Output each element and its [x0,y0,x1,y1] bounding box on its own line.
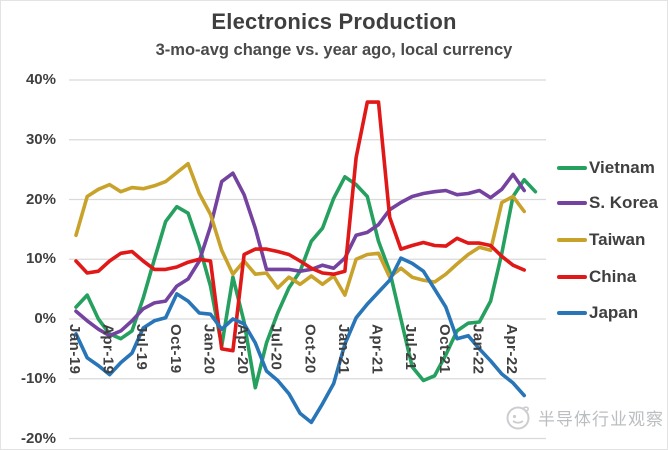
legend-item-japan: Japan [557,303,638,323]
legend-label: Japan [589,303,639,322]
x-tick-label: Jan-19 [66,324,83,375]
legend-label: China [589,267,637,286]
legend-label: Vietnam [589,158,655,177]
legend-swatch [557,275,587,279]
y-tick-label: 0% [34,310,56,327]
x-tick-label: Oct-19 [166,324,184,374]
chart-subtitle: 3-mo-avg change vs. year ago, local curr… [155,41,513,59]
x-tick-label: Jan-21 [334,324,352,375]
y-tick-label: 30% [25,130,56,148]
y-tick-label: 20% [25,190,56,208]
legend-item-vietnam: Vietnam [557,158,655,178]
x-tick-label: Jan-22 [469,324,487,375]
x-tick-label: Jul-19 [133,324,151,371]
x-tick-label: Apr-20 [234,324,252,375]
legend-label: Taiwan [589,230,646,249]
x-tick-label: Oct-21 [435,324,453,374]
watermark-text: 半导体行业观察 [538,409,664,429]
series-line-japan [74,256,527,425]
legend-item-china: China [557,267,636,287]
legend-swatch [557,166,587,170]
chart-title: Electronics Production [211,9,457,34]
legend-swatch [557,311,587,315]
x-tick-label: Oct-20 [301,324,319,374]
x-tick-label: Apr-22 [503,324,520,375]
watermark-logo-icon [506,406,530,430]
x-tick-label: Jul-20 [267,324,285,371]
y-tick-label: -10% [20,369,56,387]
x-tick-label: Jul-21 [402,324,420,371]
watermark: 半导体行业观察 [504,403,664,431]
y-tick-label: 40% [25,71,56,88]
legend-item-s-korea: S. Korea [557,193,658,213]
series-line-s-korea [74,171,527,338]
legend-label: S. Korea [589,193,658,212]
legend-swatch [557,201,587,205]
series-line-taiwan [74,161,527,297]
y-tick-label: -20% [20,429,56,447]
y-tick-label: 10% [25,250,56,268]
legend-swatch [557,238,587,242]
series-line-china [74,100,527,353]
x-tick-label: Jan-20 [200,324,218,375]
x-tick-label: Apr-21 [368,324,386,375]
x-tick-label: Apr-19 [99,324,117,375]
legend-item-taiwan: Taiwan [557,230,645,250]
